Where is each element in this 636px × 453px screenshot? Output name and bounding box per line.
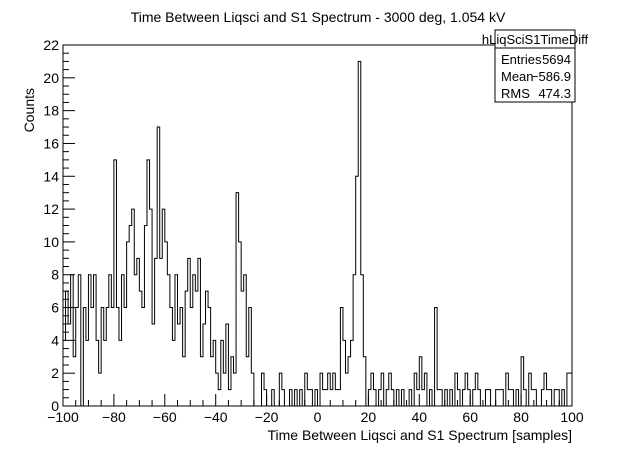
x-tick-label: −100	[47, 409, 79, 425]
y-axis: 0 2 4 6 8 10 12 14 16 18 20 22	[43, 37, 75, 414]
y-tick-label: 2	[51, 365, 59, 381]
histogram-series	[62, 60, 573, 407]
x-tick-label: 80	[513, 409, 529, 425]
stats-rms-value: 474.3	[538, 86, 571, 101]
stats-box-title: hLiqSciS1TimeDiff	[482, 32, 589, 47]
x-tick-label: 100	[560, 409, 584, 425]
x-tick-label: −60	[153, 409, 177, 425]
stats-rms-label: RMS	[501, 86, 530, 101]
y-tick-label: 16	[43, 135, 59, 151]
y-axis-label: Counts	[21, 88, 37, 132]
x-axis-label: Time Between Liqsci and S1 Spectrum [sam…	[267, 427, 572, 443]
y-tick-label: 8	[51, 267, 59, 283]
x-tick-label: 60	[462, 409, 478, 425]
x-tick-label: 0	[314, 409, 322, 425]
y-tick-label: 18	[43, 103, 59, 119]
stats-mean-value: −586.9	[531, 69, 571, 84]
y-tick-label: 22	[43, 37, 59, 53]
x-axis: −100 −80 −60 −40 −20 0 20 40 60 80 100	[47, 394, 584, 425]
stats-entries-value: 5694	[542, 52, 571, 67]
x-tick-label: −20	[255, 409, 279, 425]
stats-mean-label: Mean	[501, 69, 534, 84]
y-tick-label: 10	[43, 234, 59, 250]
y-tick-label: 20	[43, 70, 59, 86]
y-tick-label: 14	[43, 168, 59, 184]
x-tick-label: −40	[204, 409, 228, 425]
y-tick-label: 0	[51, 398, 59, 414]
chart-title: Time Between Liqsci and S1 Spectrum - 30…	[131, 9, 506, 25]
stats-box: hLiqSciS1TimeDiff Entries 5694 Mean −586…	[482, 29, 589, 103]
stats-box-frame	[494, 29, 576, 103]
y-tick-label: 4	[51, 332, 59, 348]
x-tick-label: 20	[361, 409, 377, 425]
x-tick-label: −80	[102, 409, 126, 425]
stats-entries-label: Entries	[501, 52, 542, 67]
y-tick-label: 12	[43, 201, 59, 217]
y-tick-label: 6	[51, 300, 59, 316]
x-tick-label: 40	[412, 409, 428, 425]
